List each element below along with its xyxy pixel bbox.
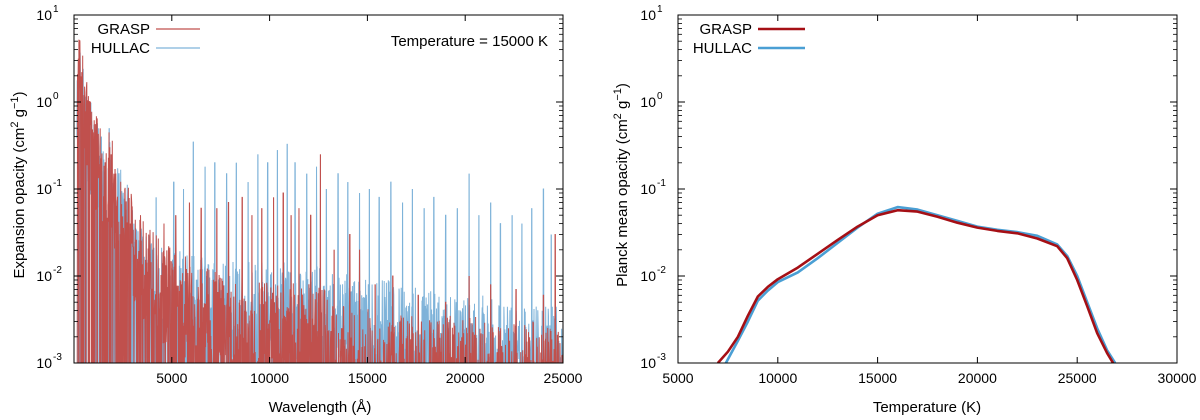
right-x-tick-label: 30000 [1158, 370, 1197, 386]
right-x-tick-label: 10000 [758, 370, 797, 386]
left-x-tick-label: 15000 [348, 370, 387, 386]
left-x-axis-title: Wavelength (Å) [269, 399, 372, 416]
left-y-tick-label: 10 [36, 355, 52, 371]
right-y-tick-exponent: 1 [657, 4, 663, 15]
right-y-axis-title: Planck mean opacity (cm2 g−1) [612, 83, 631, 287]
left-legend-label-hullac: HULLAC [91, 40, 150, 57]
left-y-tick-exponent: -1 [53, 178, 62, 189]
left-temperature-annotation: Temperature = 15000 K [391, 33, 548, 50]
left-x-tick-label: 25000 [544, 370, 583, 386]
left-legend-label-grasp: GRASP [97, 21, 150, 38]
right-legend-label-hullac: HULLAC [693, 40, 752, 57]
right-y-tick-exponent: 0 [657, 91, 663, 102]
left-spectrum-lines [76, 39, 563, 363]
left-y-tick-exponent: -3 [53, 352, 62, 363]
left-y-tick-label: 10 [36, 94, 52, 110]
right-legend-label-grasp: GRASP [699, 21, 752, 38]
left-y-tick-exponent: 0 [53, 91, 59, 102]
right-y-tick-label: 10 [640, 7, 656, 23]
right-y-tick-exponent: -3 [657, 352, 666, 363]
left-y-tick-label: 10 [36, 7, 52, 23]
right-planck-lines [716, 205, 1117, 363]
left-y-tick-label: 10 [36, 268, 52, 284]
right-series-hullac [724, 205, 1117, 363]
left-x-tick-label: 5000 [156, 370, 187, 386]
right-y-tick-exponent: -1 [657, 178, 666, 189]
right-x-tick-label: 5000 [662, 370, 693, 386]
right-y-tick-label: 10 [640, 181, 656, 197]
left-y-tick-exponent: 1 [53, 4, 59, 15]
right-x-tick-label: 25000 [1058, 370, 1097, 386]
right-legend: GRASP HULLAC [693, 21, 805, 57]
right-y-tick-exponent: -2 [657, 265, 666, 276]
left-x-tick-label: 10000 [250, 370, 289, 386]
left-y-tick-exponent: -2 [53, 265, 62, 276]
left-x-tick-label: 20000 [446, 370, 485, 386]
right-x-tick-label: 20000 [958, 370, 997, 386]
right-x-axis-title: Temperature (K) [873, 399, 981, 416]
right-y-tick-label: 10 [640, 268, 656, 284]
left-legend: GRASP HULLAC [91, 21, 200, 57]
left-y-tick-label: 10 [36, 181, 52, 197]
right-y-tick-label: 10 [640, 94, 656, 110]
left-y-axis-title: Expansion opacity (cm2 g−1) [9, 91, 28, 278]
right-series-grasp [716, 208, 1115, 363]
right-y-tick-label: 10 [640, 355, 656, 371]
left-series-grasp [76, 39, 563, 363]
right-x-tick-label: 15000 [858, 370, 897, 386]
